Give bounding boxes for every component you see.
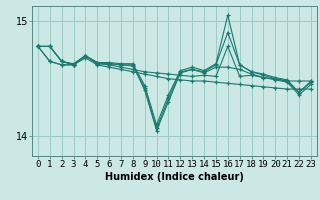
X-axis label: Humidex (Indice chaleur): Humidex (Indice chaleur)	[105, 172, 244, 182]
